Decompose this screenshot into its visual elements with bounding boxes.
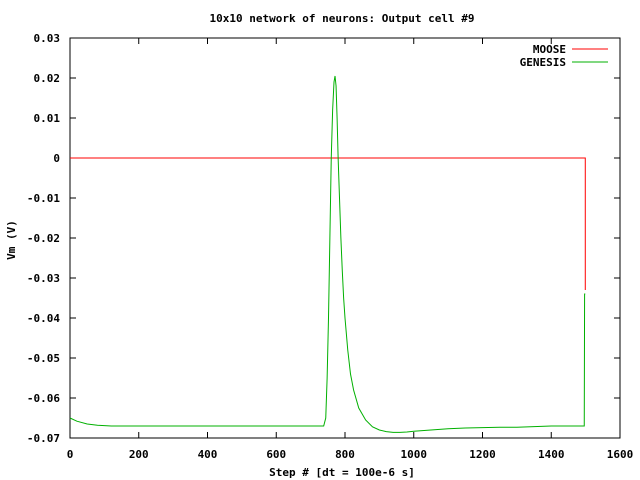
y-axis-ticks: -0.07 -0.06 -0.05 -0.04 -0.03 -0.02 -0.01 0 0.01…	[27, 32, 620, 445]
x-tick-label: 200	[129, 448, 149, 461]
x-tick-label: 1200	[469, 448, 496, 461]
series-line-genesis	[69, 75, 586, 433]
y-tick-label: 0	[53, 152, 60, 165]
x-axis-ticks: 0 200 400 600 800 1000 1200 1400 1600	[67, 38, 634, 461]
y-tick-label: -0.06	[27, 392, 60, 405]
legend-label-genesis: GENESIS	[520, 56, 566, 69]
x-axis-label: Step # [dt = 100e-6 s]	[269, 466, 415, 479]
y-tick-label: -0.01	[27, 192, 60, 205]
y-tick-label: 0.03	[34, 32, 61, 45]
x-tick-label: 1400	[538, 448, 565, 461]
y-axis-label: Vm (V)	[5, 220, 18, 260]
x-tick-label: 800	[335, 448, 355, 461]
chart-title: 10x10 network of neurons: Output cell #9	[210, 12, 475, 25]
y-tick-label: -0.07	[27, 432, 60, 445]
y-tick-label: 0.02	[34, 72, 61, 85]
y-tick-label: -0.05	[27, 352, 60, 365]
y-tick-label: -0.04	[27, 312, 60, 325]
y-tick-label: -0.02	[27, 232, 60, 245]
x-tick-label: 400	[198, 448, 218, 461]
plot-border	[69, 37, 621, 439]
y-tick-label: -0.03	[27, 272, 60, 285]
series-layer	[69, 75, 586, 433]
plot-frame	[69, 37, 621, 439]
y-tick-label: 0.01	[34, 112, 61, 125]
legend-label-moose: MOOSE	[533, 43, 566, 56]
x-tick-label: 1600	[607, 448, 634, 461]
x-tick-label: 1000	[401, 448, 428, 461]
series-line-moose	[70, 157, 586, 290]
x-tick-label: 0	[67, 448, 74, 461]
x-tick-label: 600	[266, 448, 286, 461]
